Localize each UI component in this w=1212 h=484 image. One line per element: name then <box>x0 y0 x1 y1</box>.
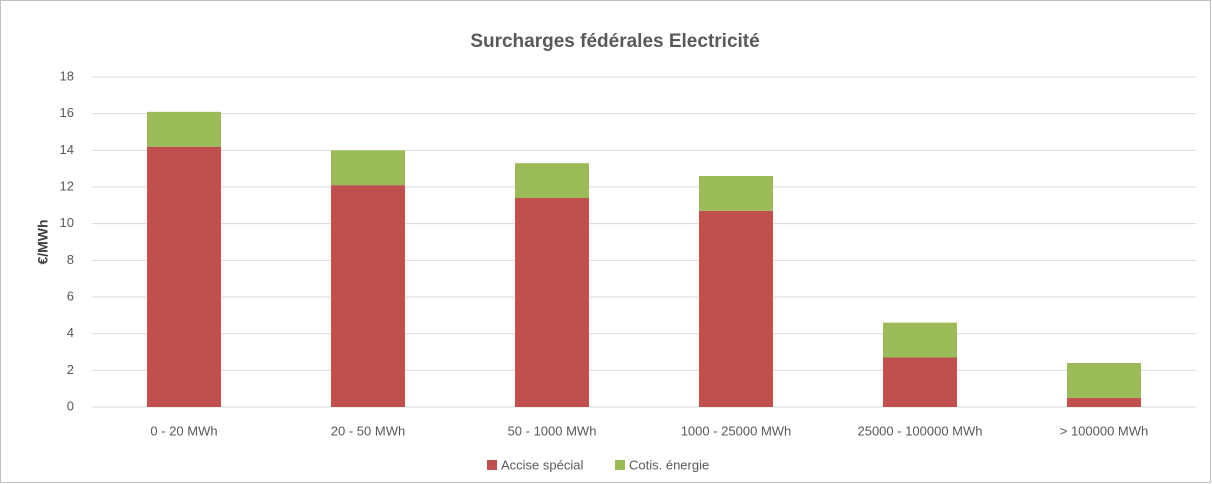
y-tick-label: 10 <box>60 215 74 230</box>
chart-title: Surcharges fédérales Electricité <box>470 31 759 52</box>
bar-segment <box>331 150 405 186</box>
bar-segment <box>515 198 589 407</box>
legend-swatch <box>487 460 497 470</box>
y-tick-label: 12 <box>60 178 74 193</box>
bar-segment <box>883 322 957 358</box>
bar-segment <box>331 185 405 407</box>
x-tick-label: 1000 - 25000 MWh <box>681 423 792 438</box>
x-tick-label: 25000 - 100000 MWh <box>857 423 982 438</box>
x-tick-label: 50 - 1000 MWh <box>508 423 597 438</box>
bar-segment <box>699 210 773 407</box>
bar-segment <box>515 163 589 198</box>
bar-segment <box>147 111 221 147</box>
legend-label: Cotis. énergie <box>629 457 709 472</box>
y-tick-label: 6 <box>67 288 74 303</box>
y-tick-label: 14 <box>60 142 74 157</box>
bar-segment <box>1067 397 1141 407</box>
bar-segment <box>883 357 957 407</box>
bar-segment <box>1067 363 1141 398</box>
x-tick-label: 20 - 50 MWh <box>331 423 405 438</box>
bar-segment <box>699 176 773 211</box>
y-tick-label: 4 <box>67 325 74 340</box>
x-tick-label: 0 - 20 MWh <box>150 423 217 438</box>
legend-label: Accise spécial <box>501 457 583 472</box>
bar-segment <box>147 146 221 407</box>
y-axis-title: €/MWh <box>35 219 51 264</box>
y-tick-label: 16 <box>60 105 74 120</box>
y-tick-label: 18 <box>60 68 74 83</box>
y-tick-label: 8 <box>67 252 74 267</box>
y-tick-label: 2 <box>67 362 74 377</box>
x-tick-label: > 100000 MWh <box>1060 423 1149 438</box>
y-tick-label: 0 <box>67 398 74 413</box>
legend-swatch <box>615 460 625 470</box>
